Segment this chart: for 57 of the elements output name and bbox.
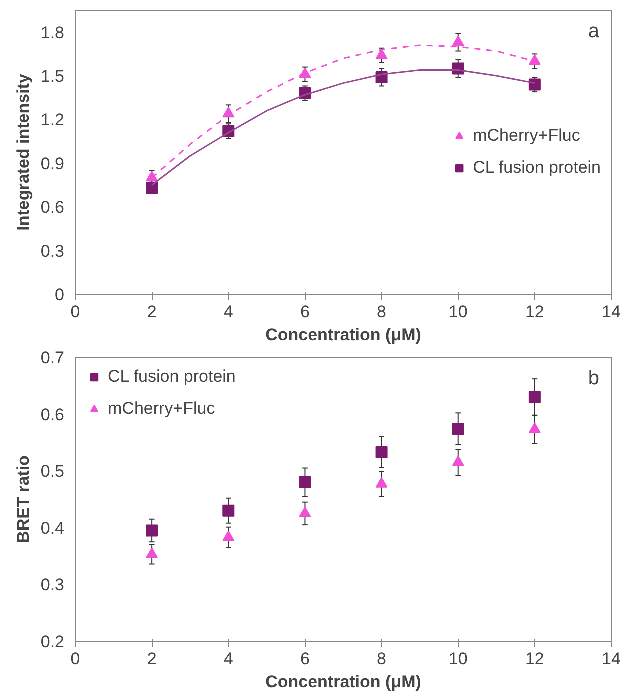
point — [452, 36, 464, 46]
point — [146, 548, 158, 558]
x-tick-label: 10 — [448, 650, 468, 668]
x-tick-label: 10 — [448, 302, 468, 322]
annotation: b — [588, 368, 600, 390]
point — [528, 391, 541, 404]
x-tick-label: 6 — [300, 302, 310, 322]
point — [299, 506, 312, 518]
y-tick-label: 0.6 — [40, 405, 65, 424]
y-axis-title: Integrated intensity — [14, 74, 33, 231]
x-tick-label: 14 — [602, 302, 621, 322]
x-tick-label: 12 — [525, 302, 544, 322]
y-tick-label: 0.2 — [40, 632, 65, 652]
point — [452, 456, 464, 466]
y-tick-label: 0.6 — [40, 198, 65, 218]
y-tick-label: 0.7 — [40, 348, 65, 368]
y-tick-label: 0.5 — [40, 462, 65, 482]
point — [376, 477, 388, 488]
x-tick-label: 8 — [377, 650, 387, 668]
x-tick-label: 6 — [300, 650, 310, 668]
point — [146, 524, 158, 537]
y-tick-label: 0 — [55, 286, 65, 304]
point — [146, 182, 158, 194]
point — [376, 48, 388, 60]
y-tick-label: 0.3 — [40, 242, 65, 261]
x-tick-label: 4 — [224, 302, 234, 322]
y-axis-title: BRET ratio — [14, 456, 33, 544]
point — [376, 446, 388, 458]
point — [299, 476, 312, 488]
x-axis-title: Concentration (μM) — [266, 672, 422, 692]
x-tick-label: 8 — [377, 302, 387, 322]
legend-label: CL fusion protein — [473, 158, 601, 178]
x-tick-label: 2 — [147, 650, 157, 668]
point — [222, 504, 235, 517]
x-axis-title: Concentration (μM) — [266, 326, 422, 344]
legend-label: mCherry+Fluc — [108, 399, 216, 419]
point — [452, 423, 464, 436]
y-tick-label: 1.8 — [40, 23, 65, 42]
point — [528, 54, 541, 66]
x-tick-label: 0 — [70, 650, 80, 668]
y-tick-label: 0.3 — [40, 576, 65, 595]
y-tick-label: 0.4 — [40, 518, 65, 538]
x-tick-label: 4 — [224, 650, 234, 668]
point — [528, 422, 541, 434]
x-tick-label: 14 — [602, 650, 621, 668]
x-tick-label: 0 — [70, 302, 80, 322]
legend-label: mCherry+Fluc — [473, 126, 580, 146]
annotation: a — [588, 20, 600, 42]
x-tick-label: 12 — [525, 650, 544, 668]
legend-label: CL fusion protein — [108, 367, 236, 387]
point — [222, 530, 235, 542]
y-tick-label: 1.5 — [40, 67, 65, 86]
y-tick-label: 1.2 — [40, 110, 65, 130]
x-tick-label: 2 — [147, 302, 157, 322]
point — [299, 68, 312, 78]
y-tick-label: 0.9 — [40, 154, 65, 174]
point — [528, 78, 541, 91]
